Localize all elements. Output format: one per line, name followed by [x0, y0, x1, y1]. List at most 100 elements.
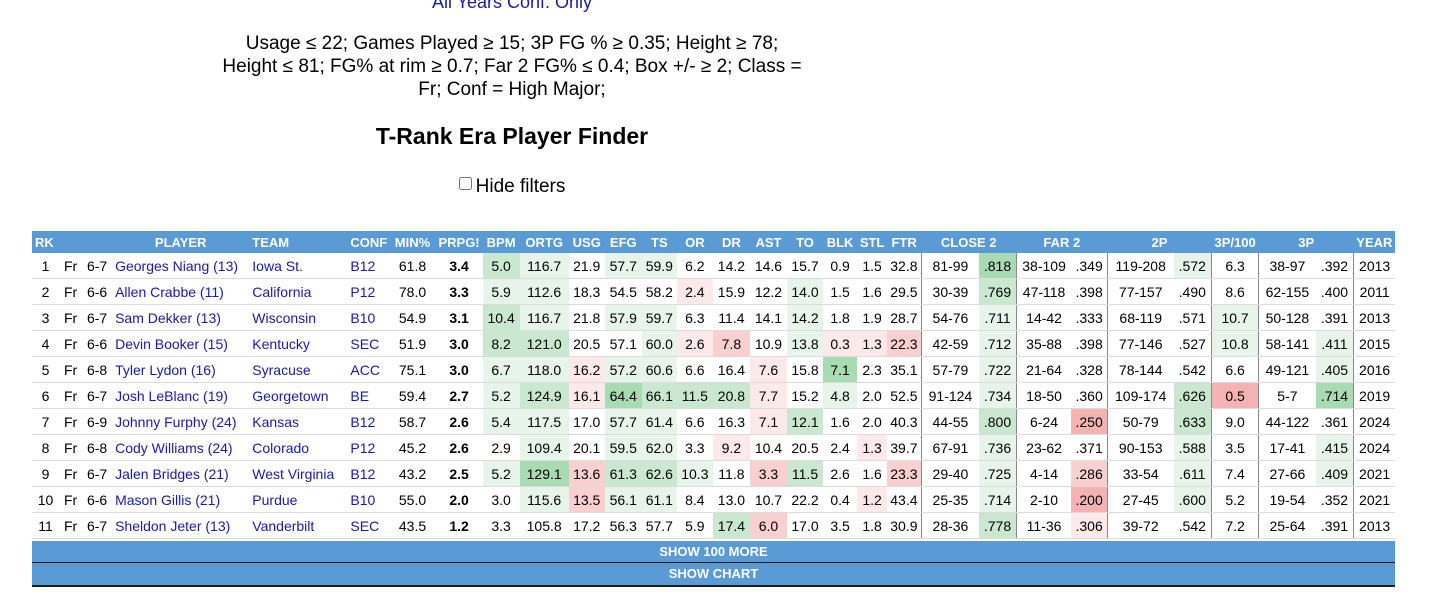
- cell-team[interactable]: Vanderbilt: [249, 512, 348, 539]
- col-header-prpg[interactable]: PRPG!: [435, 231, 483, 253]
- cell-team[interactable]: Iowa St.: [249, 253, 348, 279]
- cell-ftr: 39.7: [887, 434, 922, 461]
- criteria-line: Usage ≤ 22; Games Played ≥ 15; 3P FG % ≥…: [245, 33, 779, 54]
- cell-cls: Fr: [59, 304, 83, 331]
- cell-player[interactable]: Georges Niang (13): [112, 253, 250, 279]
- col-header-usg[interactable]: USG: [568, 231, 605, 253]
- cell-ortg: 129.1: [519, 460, 569, 487]
- col-header-rk[interactable]: RK: [32, 231, 60, 253]
- cell-c2p: .734: [979, 382, 1017, 409]
- cell-tp100: 8.6: [1211, 278, 1259, 305]
- cell-team[interactable]: Purdue: [249, 486, 348, 513]
- col-header-ts[interactable]: TS: [641, 231, 677, 253]
- col-header-year[interactable]: YEAR: [1353, 231, 1395, 253]
- col-header-stl[interactable]: STL: [857, 231, 888, 253]
- cell-or: 11.5: [676, 382, 713, 409]
- cell-team[interactable]: Kansas: [249, 408, 348, 435]
- col-header-team[interactable]: TEAM: [249, 231, 348, 253]
- cell-or: 6.2: [676, 253, 713, 279]
- col-header-2p[interactable]: 2P: [1107, 231, 1212, 253]
- cell-player[interactable]: Allen Crabbe (11): [112, 278, 250, 305]
- cell-player[interactable]: Jalen Bridges (21): [112, 460, 250, 487]
- col-header-ast[interactable]: AST: [749, 231, 787, 253]
- cell-conf[interactable]: B12: [347, 460, 390, 487]
- col-header-3p[interactable]: 3P: [1258, 231, 1354, 253]
- cell-usg: 21.8: [568, 304, 605, 331]
- cell-player[interactable]: Johnny Furphy (24): [112, 408, 250, 435]
- col-header-player[interactable]: PLAYER: [112, 231, 250, 253]
- cell-conf[interactable]: SEC: [347, 330, 390, 357]
- cell-conf[interactable]: B10: [347, 304, 390, 331]
- col-header-to[interactable]: TO: [786, 231, 824, 253]
- cell-player[interactable]: Sam Dekker (13): [112, 304, 250, 331]
- col-header-dr[interactable]: DR: [712, 231, 750, 253]
- cell-conf[interactable]: B12: [347, 408, 390, 435]
- cell-ts: 61.4: [641, 408, 677, 435]
- cell-p2p: .633: [1173, 408, 1212, 435]
- hide-filters-label[interactable]: Hide filters: [475, 176, 566, 197]
- cell-ts: 59.9: [641, 253, 677, 279]
- cell-player[interactable]: Cody Williams (24): [112, 434, 250, 461]
- cell-year: 2024: [1353, 408, 1395, 435]
- cell-dr: 16.3: [712, 408, 750, 435]
- cell-team[interactable]: Kentucky: [249, 330, 348, 357]
- cell-rk: 4: [32, 330, 60, 357]
- col-header-3p100[interactable]: 3P/100: [1211, 231, 1259, 253]
- cell-p2m: 27-45: [1106, 486, 1174, 513]
- cell-c2p: .722: [979, 356, 1017, 383]
- cell-blk: 1.6: [823, 408, 858, 435]
- cell-to: 12.1: [786, 408, 824, 435]
- cell-team[interactable]: Georgetown: [249, 382, 348, 409]
- cell-team[interactable]: Wisconsin: [249, 304, 348, 331]
- cell-p2m: 68-119: [1106, 304, 1174, 331]
- cell-ftr: 35.1: [887, 356, 922, 383]
- cell-player[interactable]: Mason Gillis (21): [112, 486, 250, 513]
- cell-stl: 1.3: [857, 434, 888, 461]
- cell-f2p: .328: [1071, 356, 1108, 383]
- cell-usg: 18.3: [568, 278, 605, 305]
- cell-ortg: 117.5: [519, 408, 569, 435]
- col-header-ftr[interactable]: FTR: [887, 231, 922, 253]
- cell-player[interactable]: Tyler Lydon (16): [112, 356, 250, 383]
- cell-ortg: 121.0: [519, 330, 569, 357]
- col-header-or[interactable]: OR: [676, 231, 713, 253]
- cell-conf[interactable]: B12: [347, 253, 390, 279]
- filter-criteria: Usage ≤ 22; Games Played ≥ 15; 3P FG % ≥…: [200, 32, 824, 101]
- cell-player[interactable]: Devin Booker (15): [112, 330, 250, 357]
- cell-conf[interactable]: SEC: [347, 512, 390, 539]
- cell-stl: 2.0: [857, 382, 888, 409]
- table-row: 6 Fr 6-7 Josh LeBlanc (19) Georgetown BE 59.4 2…: [32, 382, 1395, 409]
- cell-team[interactable]: Colorado: [249, 434, 348, 461]
- cell-ortg: 116.7: [519, 253, 569, 279]
- cell-team[interactable]: Syracuse: [249, 356, 348, 383]
- cell-bpm: 3.3: [482, 512, 520, 539]
- col-header-efg[interactable]: EFG: [604, 231, 642, 253]
- col-header-conf[interactable]: CONF: [347, 231, 390, 253]
- col-header-blk[interactable]: BLK: [823, 231, 858, 253]
- col-header-min[interactable]: MIN%: [389, 231, 436, 253]
- cell-tpm: 49-121: [1258, 356, 1316, 383]
- cell-team[interactable]: California: [249, 278, 348, 305]
- cell-conf[interactable]: ACC: [347, 356, 390, 383]
- cell-ast: 14.6: [749, 253, 787, 279]
- cell-player[interactable]: Josh LeBlanc (19): [112, 382, 250, 409]
- cell-conf[interactable]: B10: [347, 486, 390, 513]
- hide-filters-checkbox[interactable]: [458, 177, 472, 191]
- col-header-close2[interactable]: CLOSE 2: [921, 231, 1017, 253]
- cell-tp100: 6.3: [1211, 253, 1259, 279]
- show-more-button[interactable]: SHOW 100 MORE: [32, 541, 1395, 563]
- col-header-bpm[interactable]: BPM: [482, 231, 520, 253]
- cell-or: 3.3: [676, 434, 713, 461]
- cell-player[interactable]: Sheldon Jeter (13): [112, 512, 250, 539]
- cell-conf[interactable]: P12: [347, 278, 390, 305]
- col-header-far2[interactable]: FAR 2: [1016, 231, 1108, 253]
- hide-filters-toggle[interactable]: Hide filters: [200, 176, 824, 198]
- cell-conf[interactable]: P12: [347, 434, 390, 461]
- cell-conf[interactable]: BE: [347, 382, 390, 409]
- cell-cls: Fr: [59, 486, 83, 513]
- cell-tpp: .411: [1315, 330, 1354, 357]
- cell-usg: 16.1: [568, 382, 605, 409]
- show-chart-button[interactable]: SHOW CHART: [32, 563, 1395, 587]
- col-header-ortg[interactable]: ORTG: [519, 231, 569, 253]
- cell-team[interactable]: West Virginia: [249, 460, 348, 487]
